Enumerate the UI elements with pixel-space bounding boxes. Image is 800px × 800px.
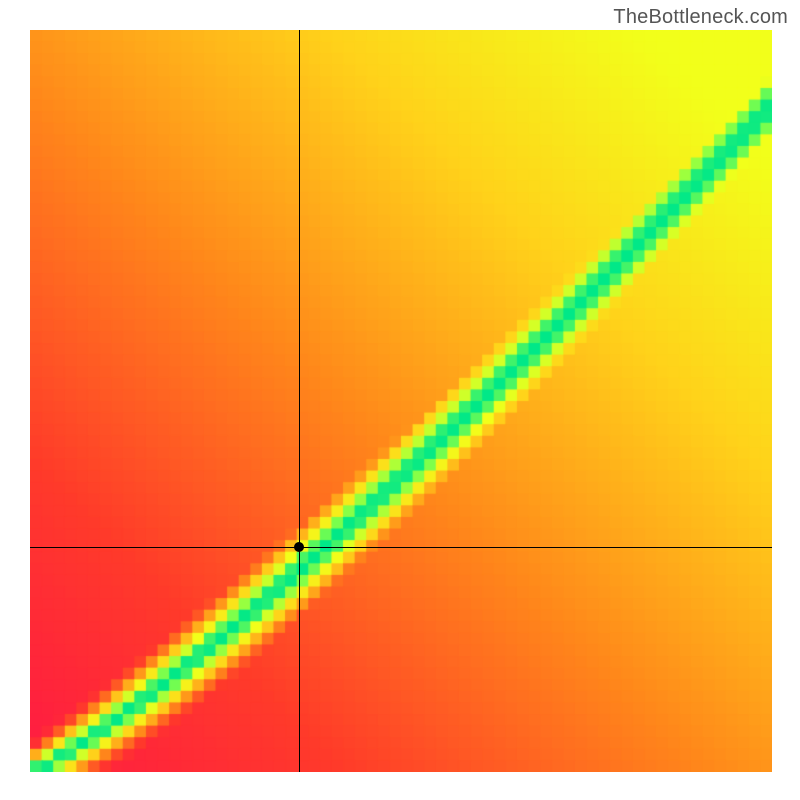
crosshair-horizontal [30,547,772,548]
marker-dot [294,542,304,552]
watermark-text: TheBottleneck.com [613,6,788,29]
heatmap-plot [30,30,772,772]
heatmap-canvas [30,30,772,772]
crosshair-vertical [299,30,300,772]
